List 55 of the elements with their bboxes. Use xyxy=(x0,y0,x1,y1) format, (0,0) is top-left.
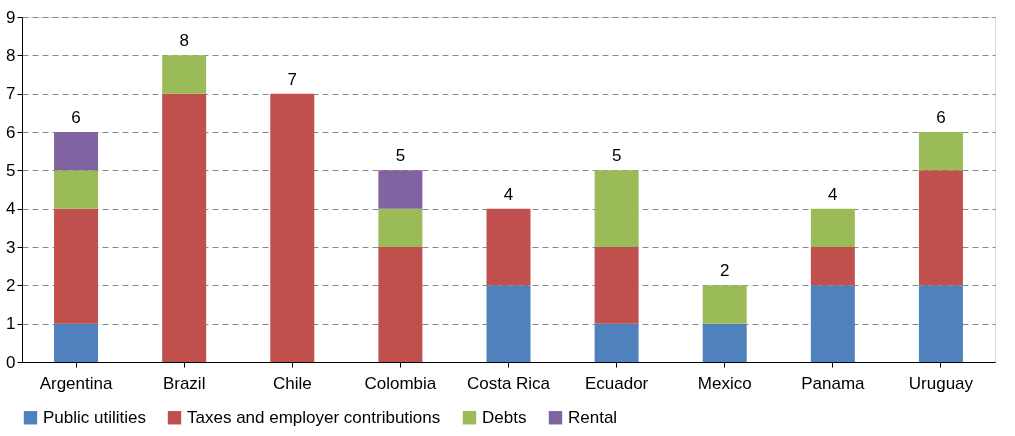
bar xyxy=(54,323,99,362)
legend-label: Rental xyxy=(568,407,618,427)
legend-label: Debts xyxy=(482,407,527,427)
total-label: 6 xyxy=(936,108,946,127)
bar xyxy=(54,208,99,324)
bar xyxy=(162,93,207,362)
total-label: 6 xyxy=(71,108,81,127)
total-label: 5 xyxy=(611,146,622,166)
total-label: 2 xyxy=(719,261,730,281)
x-tick-label: Argentina xyxy=(39,373,113,393)
x-tick-label: Costa Rica xyxy=(466,373,551,393)
x-tick-label: Mexico xyxy=(697,373,752,393)
bar xyxy=(594,323,639,362)
x-tick-label: Uruguay xyxy=(908,373,974,393)
total-label: 4 xyxy=(503,184,514,204)
total-label: 8 xyxy=(179,31,189,51)
y-tick-label: 6 xyxy=(6,122,16,142)
bar xyxy=(702,323,747,362)
legend-label: Public utilities xyxy=(43,407,146,427)
total-label: 4 xyxy=(828,184,838,204)
x-tick-label: Brazil xyxy=(162,373,206,393)
x-tick-label: Panama xyxy=(801,373,866,393)
bar xyxy=(378,247,423,362)
bar xyxy=(810,247,855,286)
bar xyxy=(486,285,531,362)
bar xyxy=(54,132,99,171)
bar xyxy=(594,247,639,324)
y-tick-label: 7 xyxy=(6,84,16,104)
y-tick-label: 3 xyxy=(6,237,16,257)
total-label: 5 xyxy=(395,146,406,166)
x-tick-label: Chile xyxy=(272,373,312,393)
x-tick-label: Colombia xyxy=(364,373,437,393)
bar xyxy=(702,285,747,324)
bar xyxy=(918,285,963,362)
bar xyxy=(810,285,855,362)
bar xyxy=(378,170,423,209)
bar xyxy=(378,208,423,247)
bar xyxy=(486,208,531,286)
y-tick-label: 1 xyxy=(6,314,16,334)
total-label: 7 xyxy=(287,69,298,89)
x-tick-label: Ecuador xyxy=(584,373,649,393)
bar xyxy=(918,132,963,171)
y-tick-label: 0 xyxy=(6,352,16,372)
y-tick-label: 9 xyxy=(6,7,16,27)
legend-label: Taxes and employer contributions xyxy=(187,407,441,427)
y-tick-label: 2 xyxy=(6,275,16,295)
bar xyxy=(270,93,315,362)
y-tick-label: 8 xyxy=(6,45,16,65)
y-tick-label: 4 xyxy=(6,199,16,219)
bar xyxy=(594,170,639,247)
y-tick-label: 5 xyxy=(6,160,16,180)
bar xyxy=(162,55,207,94)
bar xyxy=(810,208,855,247)
bar xyxy=(918,170,963,286)
bar xyxy=(54,170,99,209)
